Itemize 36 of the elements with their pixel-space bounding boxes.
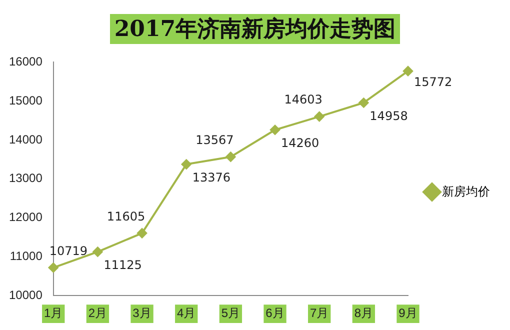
y-tick-label: 14000 [8,132,43,146]
x-tick-label: 8月 [354,306,374,320]
y-tick-label: 15000 [8,93,43,108]
y-tick-label: 11000 [10,249,43,264]
point [92,246,103,257]
x-tick-label: 9月 [398,306,418,320]
data-label: 11125 [104,258,142,272]
data-label: 15772 [414,75,452,90]
point [137,228,148,238]
point [270,124,280,135]
y-tick-label: 13000 [8,171,43,186]
x-tick-label: 1月 [44,306,63,320]
point [314,112,324,122]
x-tick-label: 2月 [88,306,108,320]
data-label: 11605 [106,209,146,224]
data-label: 14958 [370,108,408,123]
point [358,98,369,108]
x-tick-label: 7月 [310,306,329,320]
data-label: 10719 [49,244,88,258]
x-tick-label: 5月 [221,306,240,320]
y-tick-label: 10000 [8,288,43,302]
y-tick-label: 12000 [8,210,43,224]
chart-title: 2017年济南新房均价走势图 [110,14,400,44]
x-tick-label: 6月 [266,306,284,320]
data-label: 14260 [281,136,320,150]
data-label: 13567 [196,132,234,147]
data-label: 13376 [192,170,231,184]
x-tick-label: 4月 [177,306,196,320]
point [403,66,413,76]
x-tick-label: 3月 [132,306,152,320]
y-tick-label: 16000 [8,54,43,69]
point [181,159,192,170]
data-label: 14603 [284,92,322,107]
legend-label: 新房均价 [442,184,490,198]
point [48,262,58,273]
point [226,152,236,162]
